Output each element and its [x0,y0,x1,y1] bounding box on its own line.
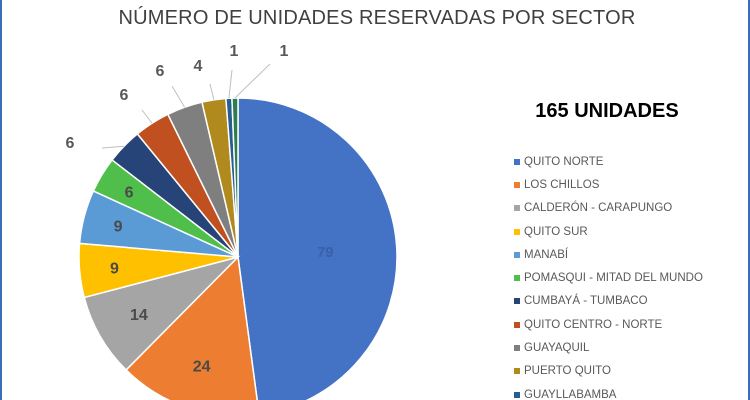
legend-label: CUMBAYÁ - TUMBACO [524,295,648,308]
legend-label: GUAYAQUIL [524,342,590,355]
chart-title: NÚMERO DE UNIDADES RESERVADAS POR SECTOR [118,7,636,29]
leader-line [101,145,125,149]
legend-swatch [514,275,520,282]
slice-data-label: 9 [114,219,123,236]
legend-label: QUITO SUR [524,225,588,238]
legend-swatch [514,205,520,212]
legend-swatch [514,345,520,352]
legend-item: PUERTO QUITO [514,360,703,383]
legend-label: CALDERÓN - CARAPUNGO [524,202,673,215]
legend-item: QUITO CENTRO - NORTE [514,313,703,336]
slice-data-label: 79 [317,244,334,261]
legend-label: PUERTO QUITO [524,365,611,378]
legend-label: LOS CHILLOS [524,178,600,191]
legend-item: CALDERÓN - CARAPUNGO [514,197,703,220]
legend-swatch [514,181,520,188]
legend-swatch [514,321,520,328]
slice-data-label: 4 [194,58,203,75]
legend-item: CUMBAYÁ - TUMBACO [514,290,703,313]
legend: QUITO NORTE LOS CHILLOS CALDERÓN - CARAPUN… [514,150,703,400]
slice-data-label: 6 [125,184,134,201]
legend-item: LOS CHILLOS [514,173,703,196]
slice-data-label: 6 [120,87,129,104]
slice-data-label: 14 [130,307,148,324]
pie-slice-12 [231,97,239,258]
slice-data-label: 1 [230,43,239,60]
legend-item: GUAYLLABAMBA [514,383,703,400]
slice-data-label: 1 [280,43,289,60]
legend-swatch [514,158,520,165]
slice-data-label: 6 [156,63,165,80]
legend-label: POMASQUI - MITAD DEL MUNDO [524,272,703,285]
legend-swatch [514,228,520,235]
pie-slice-2 [125,255,258,400]
pie-slice-1 [237,97,398,400]
legend-item: QUITO SUR [514,220,703,243]
leader-line [141,109,153,124]
legend-item: GUAYAQUIL [514,336,703,359]
legend-label: QUITO CENTRO - NORTE [524,318,663,331]
pie-slice-3 [83,255,241,372]
legend-swatch [514,368,520,375]
legend-swatch [514,298,520,305]
legend-item: QUITO NORTE [514,150,703,173]
legend-swatch [514,251,520,258]
legend-label: QUITO NORTE [524,155,604,168]
slice-data-label: 6 [66,135,75,152]
leader-line [234,63,271,99]
legend-item: MANABÍ [514,243,703,266]
legend-item: POMASQUI - MITAD DEL MUNDO [514,266,703,289]
legend-label: MANABÍ [524,248,569,261]
slice-data-label: 9 [110,261,119,278]
leader-line [228,69,233,99]
leader-line [209,83,215,100]
leader-line [171,85,186,108]
legend-label: GUAYLLABAMBA [524,388,617,400]
total-units-label: 165 UNIDADES [535,100,679,122]
legend-swatch [514,391,520,398]
slice-data-label: 24 [193,359,211,376]
